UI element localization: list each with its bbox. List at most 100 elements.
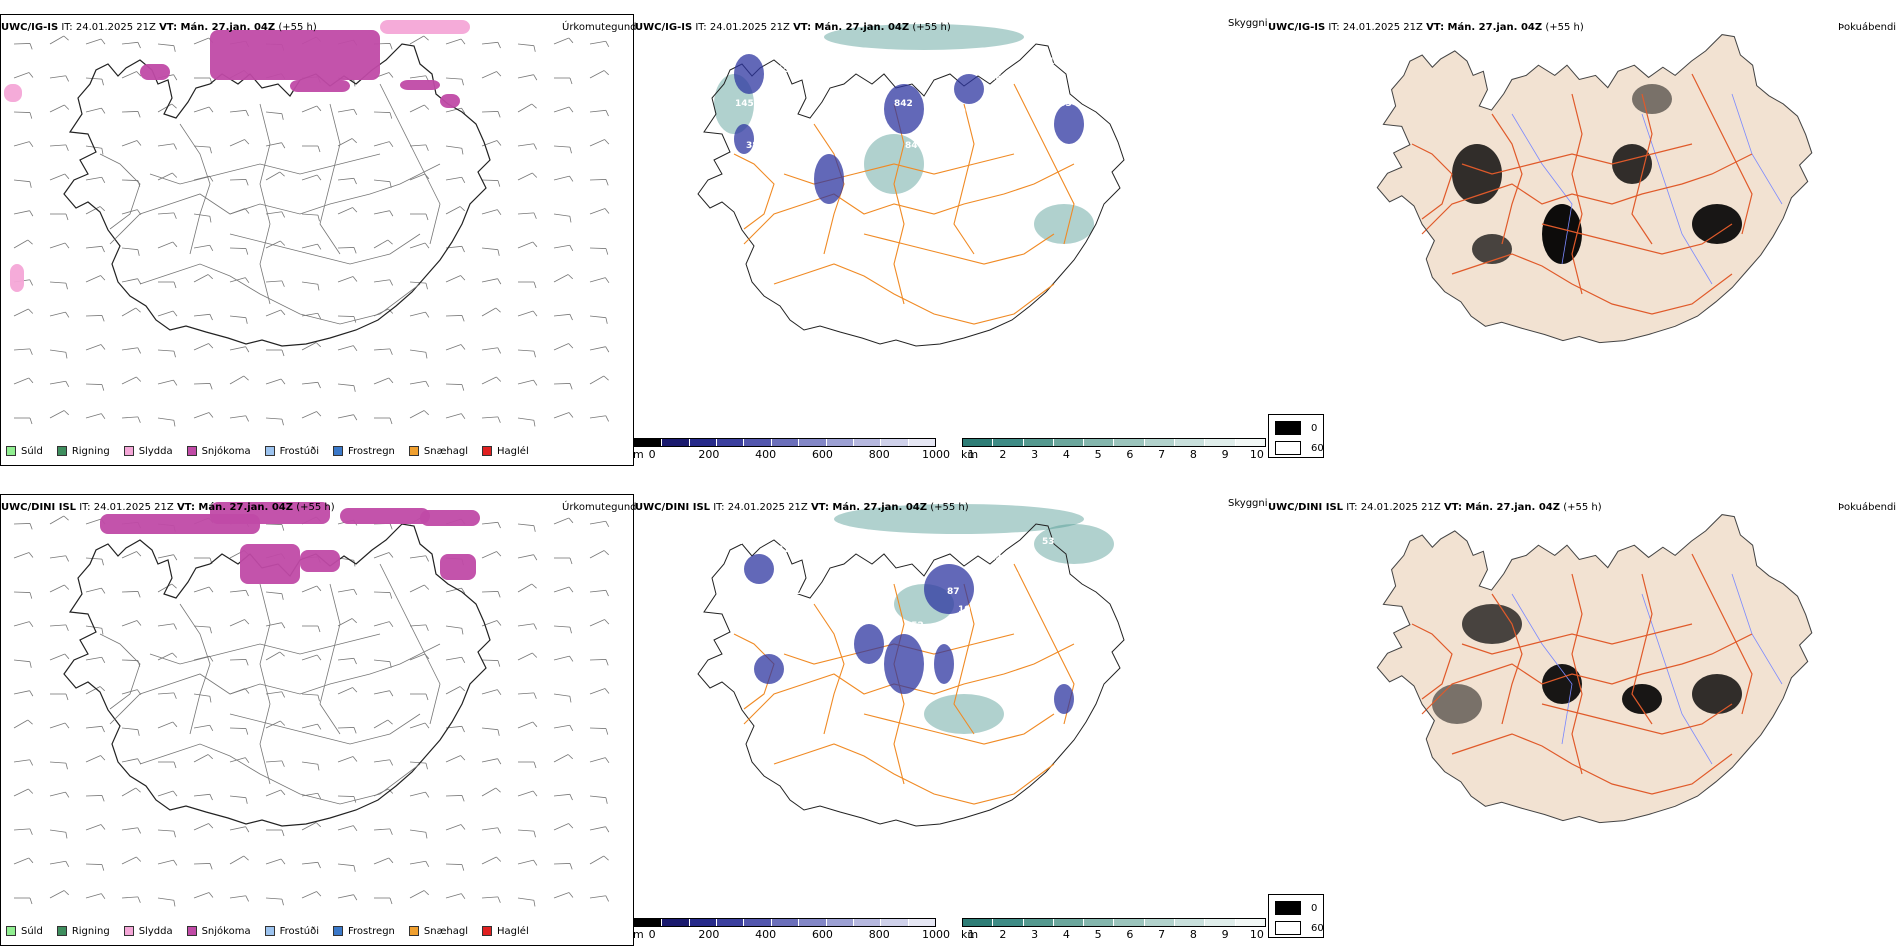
valid-time: VT: Mán. 27.jan. 04Z	[793, 22, 910, 33]
ceiling-value-label: 116	[936, 65, 955, 75]
legend-item: Slydda	[123, 926, 173, 937]
ceiling-value-label: 124	[989, 553, 1008, 563]
iceland-land	[1377, 34, 1812, 343]
colorbar-cell	[1084, 439, 1115, 446]
snow-areas	[100, 502, 480, 584]
colorbar-cell	[689, 919, 718, 926]
colorbar-ticks: 0 200 400 600 800 1000	[634, 927, 950, 941]
road-network	[99, 563, 441, 805]
ceiling-value-label: 93	[894, 579, 907, 589]
colorbar-tick: 5	[1094, 448, 1102, 461]
colorbar-cell	[1084, 919, 1115, 926]
legend-label: Snæhagl	[423, 925, 469, 937]
colorbar-unit: m	[633, 928, 644, 941]
valid-time: VT: Mán. 27.jan. 04Z	[176, 502, 293, 513]
iceland-outline	[697, 43, 1125, 347]
fog-legend-item: 0	[1275, 421, 1317, 435]
legend-label: Súld	[21, 925, 43, 937]
colorbar-cell	[1023, 439, 1054, 446]
lead-time: (+55 h)	[278, 22, 317, 33]
panel-title-precip: Úrkomutegund	[562, 502, 637, 513]
colorbar-cell	[689, 439, 718, 446]
ceiling-value-label: 100	[852, 133, 871, 143]
colorbar-cell	[662, 919, 690, 926]
ceiling-colorbar: 0 200 400 600 800 1000 m	[633, 918, 950, 941]
colorbar-cell	[1205, 919, 1236, 926]
init-time: IT: 24.01.2025 21Z	[79, 502, 174, 513]
ceiling-value-label: 129	[1064, 621, 1083, 631]
legend-swatch	[408, 446, 419, 456]
ceiling-value-label: 100	[1000, 571, 1019, 581]
ceiling-value-label: 28	[724, 57, 737, 67]
visibility-map-svg: 28 158 99 147 116 16 113 145 1 116 842 150 43 133 38 6 1…	[697, 24, 1125, 347]
ceiling-value-label: 67	[1011, 613, 1024, 623]
colorbar-unit: m	[633, 448, 644, 461]
colorbar-tick: 600	[811, 928, 833, 941]
colorbar-tick: 7	[1158, 448, 1166, 461]
road-network	[733, 83, 1075, 325]
fog-legend-label: 60	[1311, 922, 1324, 934]
legend-swatch	[333, 446, 343, 456]
colorbar-cell	[853, 439, 882, 446]
colorbar-tick: 1	[967, 448, 975, 461]
fog-indicator-map-row1	[1268, 14, 1900, 466]
visibility-map-row2: 202 21 85 82 121 124 53 81 126 122 93 87 100 94 39 43 23…	[634, 494, 1268, 946]
colorbar-cell	[771, 919, 800, 926]
ceiling-value-label: 84	[905, 141, 918, 151]
colorbar-tick: 200	[698, 928, 720, 941]
ceiling-value-label: 1	[788, 107, 794, 117]
model-name: UWC/DINI ISL	[635, 502, 711, 513]
colorbar-tick: 3	[1031, 448, 1039, 461]
legend-label: Frostregn	[348, 445, 395, 457]
panel-title-fog: Þokuábendi	[1838, 502, 1897, 513]
colorbar-unit: km	[961, 928, 979, 941]
colorbar-cell	[963, 919, 994, 926]
colorbar-cell	[744, 439, 772, 446]
colorbar-tick: 800	[868, 928, 890, 941]
fog-legend-swatch	[1275, 901, 1301, 915]
ceiling-value-label: 113	[1042, 57, 1061, 67]
colorbar-cell	[635, 439, 663, 446]
colorbar-tick: 200	[698, 448, 720, 461]
model-name: UWC/DINI ISL	[1, 502, 77, 513]
colorbar-tick: 600	[811, 448, 833, 461]
fog-legend-item: 60	[1275, 921, 1324, 935]
fog-legend-swatch	[1275, 441, 1301, 455]
fog-intensity-areas	[1452, 84, 1742, 264]
legend-item: Frostúði	[264, 446, 319, 457]
legend-item: Súld	[6, 926, 43, 937]
map-frame	[0, 494, 634, 946]
init-time: IT: 24.01.2025 21Z	[1346, 502, 1441, 513]
fog-legend-label: 0	[1311, 902, 1318, 914]
legend-swatch	[56, 926, 67, 936]
legend-label: Slydda	[138, 445, 173, 457]
colorbar-tick: 4	[1062, 928, 1070, 941]
legend-swatch	[264, 446, 275, 456]
lead-time: (+55 h)	[1545, 22, 1584, 33]
fog-legend-item: 0	[1275, 901, 1317, 915]
legend-label: Rigning	[71, 445, 110, 457]
ceiling-value-label: 150	[947, 107, 966, 117]
fog-legend-item: 60	[1275, 441, 1324, 455]
colorbar-tick: 6	[1126, 448, 1134, 461]
legend-swatch	[123, 926, 134, 936]
model-name: UWC/IG-IS	[1268, 22, 1326, 33]
colorbar-tick: 10	[1249, 928, 1264, 941]
colorbar-tick: 1	[967, 928, 975, 941]
colorbar-cell	[1114, 919, 1145, 926]
legend-item: Snæhagl	[408, 446, 468, 457]
ceiling-value-label: 39	[746, 621, 759, 631]
panel-title-fog: Þokuábendi	[1838, 22, 1897, 33]
fog-legend-label: 60	[1311, 442, 1324, 454]
colorbar-cell	[635, 919, 663, 926]
visibility-colorbar: 1 2 3 4 5 6 7 8 9 10 km	[961, 438, 1266, 461]
colorbar-cells	[634, 438, 936, 447]
init-time: IT: 24.01.2025 21Z	[61, 22, 156, 33]
colorbar-unit: km	[961, 448, 979, 461]
iceland-outline	[1376, 34, 1813, 344]
legend-swatch	[6, 446, 16, 456]
model-name: UWC/IG-IS	[1, 22, 59, 33]
colorbar-tick: 5	[1094, 928, 1102, 941]
legend-swatch	[56, 446, 67, 456]
fog-legend: 0 60	[1268, 414, 1324, 458]
